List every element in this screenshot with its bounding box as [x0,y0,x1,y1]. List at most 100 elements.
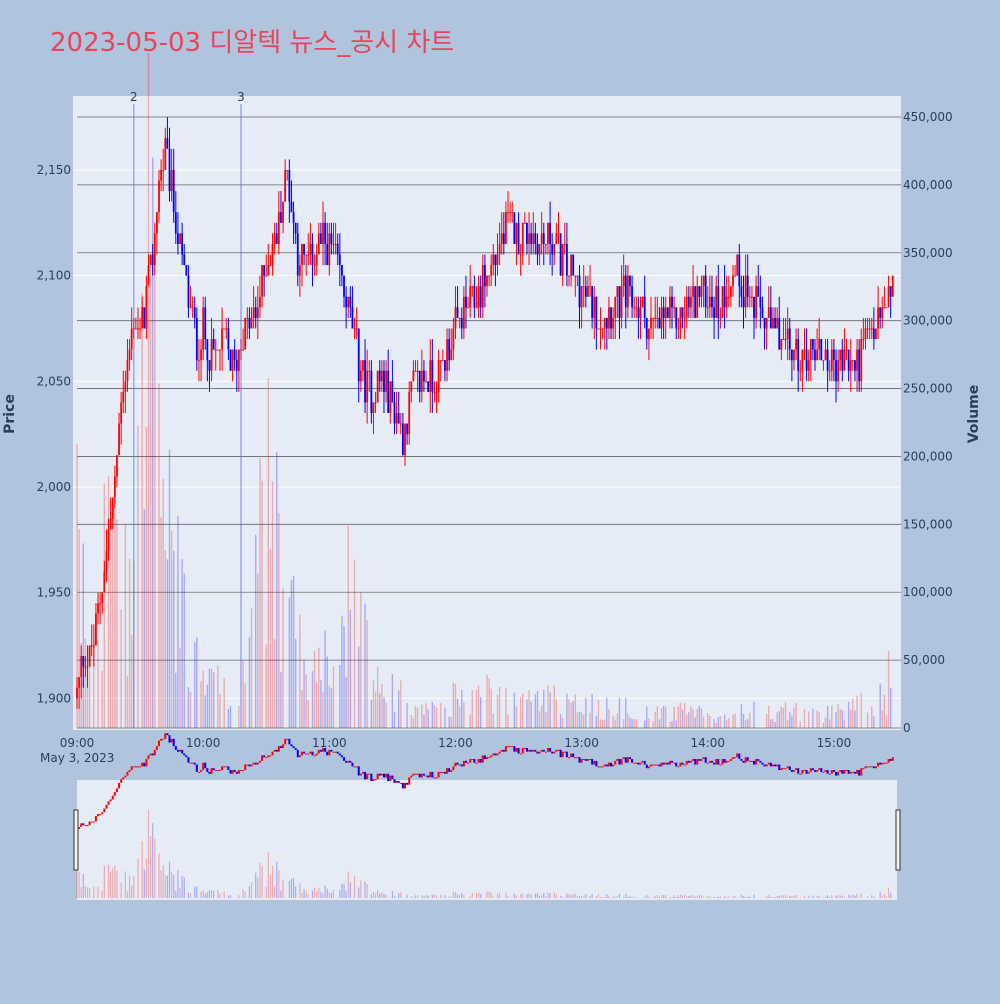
mini-volume-bar [194,886,196,898]
candle-body [168,148,171,192]
candle-body [864,328,867,340]
candle-body [624,275,627,308]
volume-bar [526,699,528,728]
candle-body [748,296,751,298]
candle-body [99,603,102,605]
mini-volume-bar [107,865,110,898]
mini-volume-bar [602,896,604,898]
candle-body [692,286,694,297]
candle-body [118,423,120,456]
candle-body [202,307,205,350]
mini-volume-bar [589,896,591,898]
mini-volume-bar [295,886,297,898]
candle-body [160,169,163,181]
volume-bar [324,630,326,728]
candle-body [885,307,888,309]
mini-volume-bar [110,871,112,898]
volume-bar [82,543,85,728]
candle-body [790,349,793,361]
candle-body [492,254,495,266]
candle-body [780,339,783,350]
candle-body [95,613,97,646]
mini-volume-bar [536,893,539,898]
volume-bar [612,715,614,728]
volume-bar [782,707,785,728]
mini-volume-bar [732,896,734,898]
candle-body [244,317,247,350]
volume-bar [160,517,162,728]
mini-volume-bar [742,896,745,898]
volume-bar [601,720,604,728]
candle-body [713,307,715,318]
volume-bar [540,705,543,728]
volume-bar [747,718,749,728]
candle-body [664,307,667,318]
mini-volume-bar [320,891,322,898]
candle-body [465,296,467,308]
volume-bar [162,478,164,728]
mini-volume-bar [753,894,755,898]
mini-volume-bar [740,894,743,898]
candle-body [826,349,829,371]
mini-volume-bar [505,892,507,898]
candle-body [887,286,890,308]
candle-body [891,275,894,297]
candle-body [608,307,610,329]
volume-bar [883,694,886,728]
candle-body [835,360,837,382]
candle-body [378,370,381,382]
candle-body [696,286,699,318]
candle-body [303,243,305,255]
candle-body [532,233,535,244]
candle-body [183,254,186,266]
candle-body [868,328,871,330]
candle-body [746,275,749,297]
candle-body [517,222,520,255]
candle-body [458,317,461,319]
candle-body [280,212,282,223]
candle-body [660,307,663,329]
candle-body [343,275,345,297]
volume-bar [406,703,408,728]
mini-volume-bar [305,890,307,898]
candle-body [570,254,573,276]
candle-body [319,233,322,244]
y2-axis-label: Volume [966,385,982,444]
mini-volume-bar [196,886,198,898]
candle-body [237,349,240,371]
mini-volume-bar [452,892,454,898]
volume-bar [887,650,890,728]
volume-bar [784,702,787,728]
candle-body [662,307,665,318]
mini-volume-bar [562,896,564,898]
candle-body [669,296,671,318]
candle-body [654,317,657,319]
candle-body [875,328,877,340]
volume-bar [294,638,297,728]
mini-volume-bar [112,868,114,898]
range-slider-left-handle[interactable] [73,809,79,871]
candle-body [652,317,655,319]
mini-volume-bar [421,894,423,898]
candle-body [616,286,619,297]
volume-bar [780,706,783,728]
candle-body [757,286,760,297]
volume-bar [339,664,341,728]
mini-volume-bar [671,897,673,898]
volume-bar [227,709,230,728]
candle-body [309,243,312,255]
volume-bar [84,638,87,728]
candle-body [725,296,728,308]
candle-body [717,286,720,318]
range-slider-right-handle[interactable] [895,809,901,871]
mini-volume-bar [168,861,171,898]
candle-body [225,328,228,330]
candle-body [736,254,739,276]
mini-volume-bar [553,892,555,898]
mini-volume-bar [471,893,473,898]
mini-volume-bar [734,896,736,898]
candle-body [772,317,774,329]
volume-bar [181,559,183,728]
mini-volume-bar [644,897,646,898]
